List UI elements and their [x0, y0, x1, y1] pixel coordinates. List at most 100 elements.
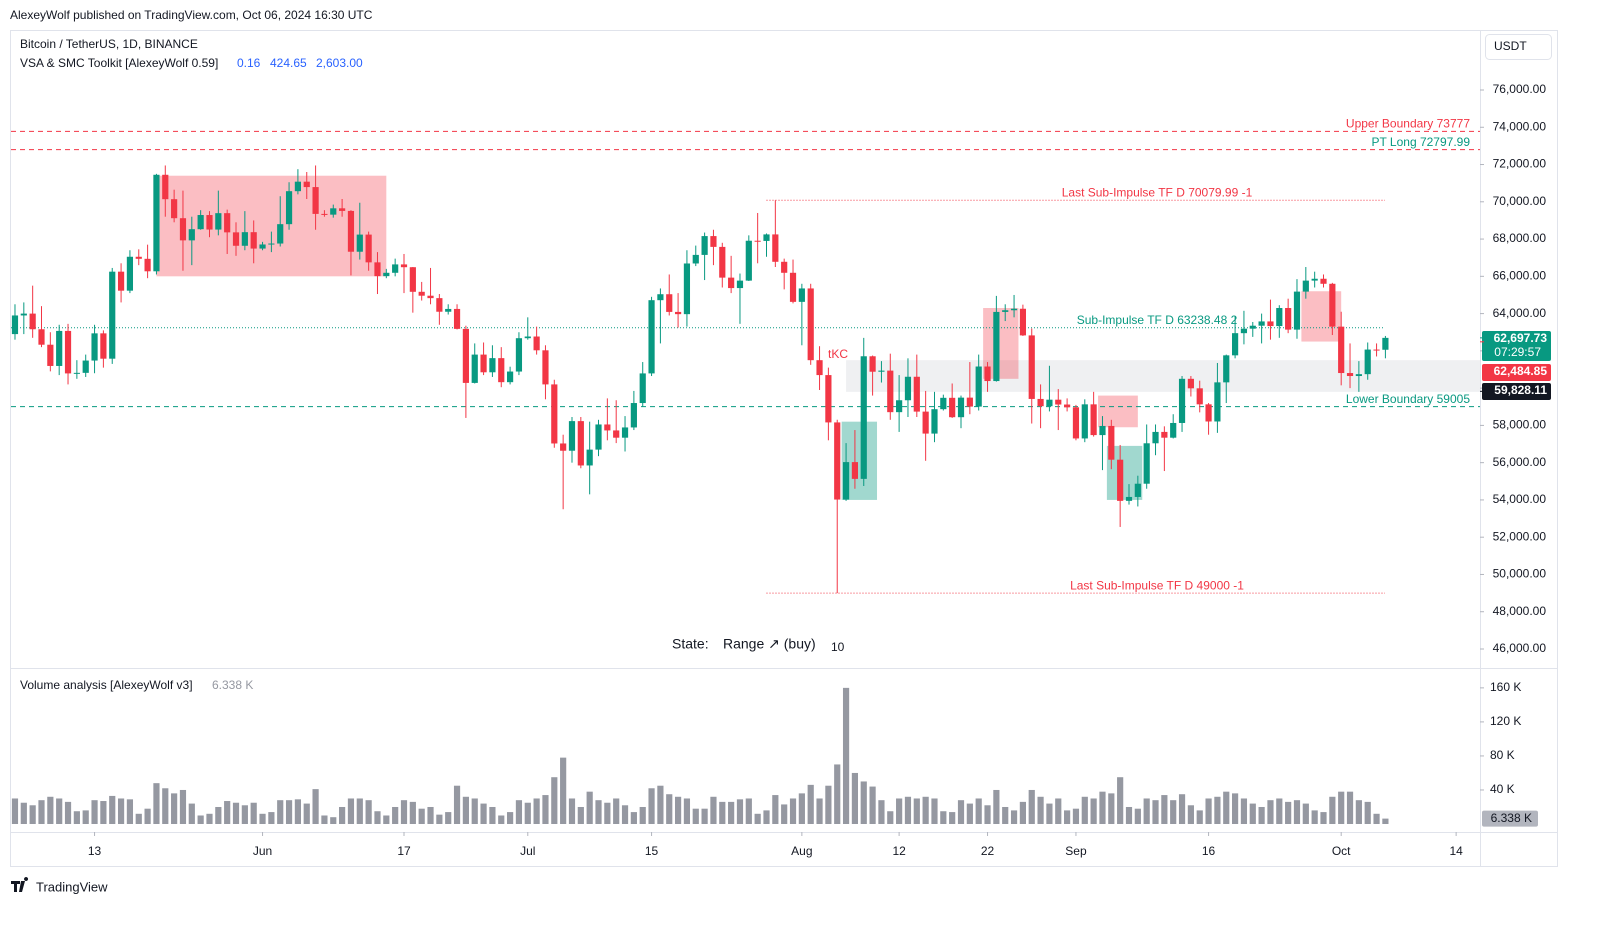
volume-bar [1099, 791, 1106, 824]
level-label: Last Sub-Impulse TF D 49000 -1 [1070, 578, 1244, 592]
candle-body [303, 181, 310, 188]
candle-body [82, 360, 89, 373]
volume-bar [462, 796, 469, 824]
candle-body [277, 224, 284, 244]
level-label: Upper Boundary 73777 [1346, 117, 1470, 131]
volume-bar [904, 796, 912, 824]
brand-logo [11, 877, 29, 892]
x-tick-label: Oct [1332, 844, 1351, 858]
candle-body [321, 213, 328, 215]
candle-body [453, 308, 461, 329]
volume-bar [64, 801, 72, 824]
currency[interactable]: USDT [1494, 39, 1527, 53]
volume-bar [135, 813, 142, 824]
candle-body [1152, 431, 1159, 444]
x-tick-label: 14 [1449, 844, 1463, 858]
candle-body [400, 264, 408, 268]
volume-bar [206, 813, 213, 824]
candle-body [630, 403, 637, 428]
candle-body [1320, 278, 1327, 284]
volume-bar [489, 806, 496, 824]
volume-bar [1046, 803, 1053, 824]
volume-bar [1285, 801, 1292, 824]
volume-bar [763, 810, 770, 824]
candle-body [1214, 382, 1221, 422]
candle-body [356, 234, 363, 252]
candle-body [330, 208, 337, 215]
volume-bar [1258, 806, 1265, 824]
candle-body [869, 356, 876, 372]
x-tick-label: 22 [981, 844, 995, 858]
candle-body [957, 397, 965, 418]
candle-body [1311, 278, 1318, 281]
volume-bar [975, 798, 982, 824]
candle-body [1055, 399, 1062, 405]
candle-body [984, 366, 991, 382]
volume-bar [56, 798, 63, 824]
candle-body [1223, 355, 1230, 383]
volume-bar [1108, 793, 1115, 824]
volume-bar [577, 806, 584, 824]
volume-bar [480, 803, 487, 824]
volume-bar [940, 811, 947, 824]
volume-bar [1037, 796, 1044, 824]
volume-bar [692, 808, 699, 824]
candle-body [940, 397, 947, 410]
candle-body [604, 424, 611, 431]
y-tick-label: 48,000.00 [1493, 604, 1547, 618]
candle-body [294, 181, 301, 192]
candle-body [1258, 321, 1265, 326]
candle-body [268, 243, 275, 245]
volume-bar [400, 800, 408, 824]
candle-body [666, 294, 673, 312]
candle-body [1205, 404, 1212, 422]
volume-bar [674, 796, 682, 824]
candle-body [613, 430, 620, 438]
price-label-bg [1482, 331, 1551, 361]
volume-bar [392, 806, 399, 824]
currency-button[interactable] [1485, 34, 1552, 60]
candle-body [710, 236, 717, 247]
volume-bar [162, 788, 169, 824]
candle-body [834, 422, 841, 500]
candle-body [1090, 404, 1097, 436]
volume-bar [268, 812, 275, 824]
x-tick-label: 13 [88, 844, 102, 858]
volume-bar [1019, 801, 1026, 824]
candle-body [232, 232, 240, 246]
candle-body [144, 258, 151, 272]
candle-body [515, 338, 523, 372]
candle-body [1364, 349, 1371, 375]
candle-body [153, 174, 160, 272]
y-tick-label: 50,000.00 [1493, 567, 1547, 581]
volume-bar [869, 786, 876, 824]
volume-bar [1214, 796, 1221, 824]
candle-body [639, 373, 646, 404]
candle-body [789, 272, 797, 302]
candle-body [498, 358, 505, 383]
candle-body [781, 261, 788, 273]
candle-body [1019, 308, 1026, 336]
candle-body [392, 264, 399, 273]
volume-bar [285, 800, 293, 824]
volume-bar [931, 798, 938, 824]
state-count: 10 [831, 640, 845, 654]
volume-bar [436, 814, 443, 824]
candle-body [949, 397, 956, 418]
state-label: State: [672, 636, 709, 652]
candle-body [860, 356, 867, 479]
candle-body [1240, 328, 1248, 334]
candle-body [728, 277, 735, 289]
volume-bar [842, 687, 850, 824]
volume-bar [73, 811, 80, 824]
volume-bar [365, 800, 372, 824]
volume-bar [949, 812, 956, 824]
price-label: 59,828.11 [1494, 383, 1547, 397]
candle-body [913, 376, 920, 412]
volume-bar [241, 805, 248, 824]
candle-body [621, 427, 629, 438]
volume-bar [29, 805, 36, 824]
volume-bar [966, 803, 973, 824]
candle-body [1108, 425, 1115, 460]
